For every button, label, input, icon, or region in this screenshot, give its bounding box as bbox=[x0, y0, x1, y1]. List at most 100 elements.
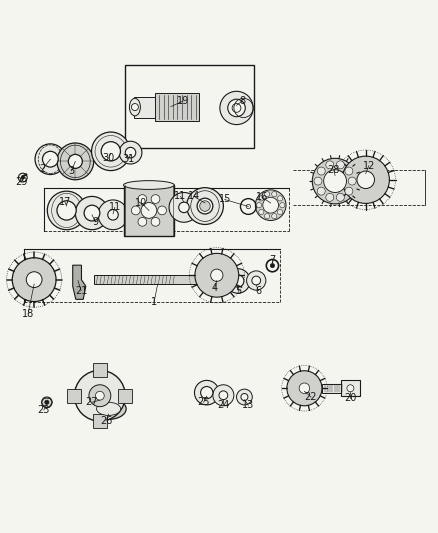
Circle shape bbox=[259, 196, 264, 201]
Bar bbox=[124, 185, 174, 236]
Circle shape bbox=[42, 151, 58, 167]
Bar bbox=[93, 364, 107, 377]
Text: 15: 15 bbox=[219, 195, 231, 205]
Circle shape bbox=[317, 187, 325, 195]
Circle shape bbox=[237, 389, 252, 405]
Text: 8: 8 bbox=[239, 96, 245, 106]
Circle shape bbox=[213, 385, 234, 406]
Text: 14: 14 bbox=[188, 191, 200, 201]
Circle shape bbox=[21, 176, 25, 179]
Circle shape bbox=[42, 397, 52, 408]
Circle shape bbox=[345, 187, 353, 195]
Text: 24: 24 bbox=[217, 400, 230, 410]
Text: 9: 9 bbox=[92, 217, 99, 227]
Text: 31: 31 bbox=[122, 154, 134, 164]
Circle shape bbox=[336, 193, 344, 201]
Text: 26: 26 bbox=[100, 416, 112, 426]
Circle shape bbox=[92, 132, 130, 171]
Bar bbox=[67, 389, 81, 403]
Circle shape bbox=[195, 253, 239, 297]
Circle shape bbox=[232, 103, 241, 112]
Circle shape bbox=[179, 202, 189, 213]
Polygon shape bbox=[73, 265, 86, 300]
Circle shape bbox=[357, 171, 374, 189]
Circle shape bbox=[201, 386, 213, 399]
Circle shape bbox=[101, 142, 120, 161]
Text: 5: 5 bbox=[235, 286, 241, 296]
Text: 2: 2 bbox=[39, 164, 46, 174]
Text: 16: 16 bbox=[256, 192, 268, 203]
Circle shape bbox=[200, 201, 210, 211]
Circle shape bbox=[151, 195, 160, 204]
Circle shape bbox=[314, 177, 322, 185]
Circle shape bbox=[95, 391, 104, 400]
Circle shape bbox=[348, 177, 356, 185]
Circle shape bbox=[169, 192, 199, 222]
Circle shape bbox=[272, 214, 277, 219]
Text: 23: 23 bbox=[38, 405, 50, 415]
Circle shape bbox=[265, 214, 270, 219]
Text: 18: 18 bbox=[22, 309, 34, 319]
Circle shape bbox=[241, 393, 248, 400]
Circle shape bbox=[131, 206, 140, 215]
Circle shape bbox=[84, 205, 100, 221]
Circle shape bbox=[57, 201, 76, 220]
Bar bbox=[155, 93, 199, 120]
Circle shape bbox=[265, 191, 270, 197]
Ellipse shape bbox=[124, 181, 174, 189]
Circle shape bbox=[342, 156, 389, 204]
Text: 12: 12 bbox=[363, 161, 375, 171]
Circle shape bbox=[68, 155, 82, 168]
Circle shape bbox=[89, 385, 111, 407]
Bar bbox=[322, 384, 346, 393]
Text: 1: 1 bbox=[151, 296, 157, 306]
Circle shape bbox=[317, 167, 325, 175]
Circle shape bbox=[246, 204, 251, 209]
Circle shape bbox=[47, 191, 86, 230]
Circle shape bbox=[74, 370, 125, 421]
Ellipse shape bbox=[96, 402, 120, 415]
Circle shape bbox=[187, 188, 223, 224]
Bar bbox=[247, 275, 256, 284]
Circle shape bbox=[57, 143, 94, 180]
Bar bbox=[341, 381, 360, 396]
Circle shape bbox=[75, 197, 109, 230]
Circle shape bbox=[35, 144, 66, 174]
Circle shape bbox=[345, 167, 353, 175]
Text: 20: 20 bbox=[344, 393, 357, 403]
Circle shape bbox=[277, 196, 283, 201]
Circle shape bbox=[98, 200, 128, 230]
Circle shape bbox=[270, 263, 275, 268]
Circle shape bbox=[277, 209, 283, 215]
Text: 6: 6 bbox=[255, 286, 261, 296]
Text: 27: 27 bbox=[86, 397, 98, 407]
Bar bbox=[93, 414, 107, 428]
Bar bbox=[134, 96, 160, 118]
Text: 4: 4 bbox=[212, 284, 218, 293]
Text: 19: 19 bbox=[177, 96, 189, 106]
Bar bbox=[94, 275, 254, 284]
Text: 11: 11 bbox=[109, 203, 121, 212]
Bar bbox=[118, 389, 132, 403]
Text: 3: 3 bbox=[68, 166, 74, 176]
Ellipse shape bbox=[130, 98, 140, 116]
Text: 28: 28 bbox=[328, 165, 340, 175]
Circle shape bbox=[45, 400, 49, 405]
Circle shape bbox=[211, 269, 223, 281]
Circle shape bbox=[194, 381, 219, 405]
Circle shape bbox=[220, 91, 253, 125]
Circle shape bbox=[219, 391, 228, 400]
Circle shape bbox=[119, 141, 142, 164]
Circle shape bbox=[252, 276, 261, 285]
Circle shape bbox=[232, 275, 244, 287]
Circle shape bbox=[326, 161, 334, 169]
Circle shape bbox=[125, 147, 136, 158]
Text: 29: 29 bbox=[15, 177, 27, 188]
Text: 10: 10 bbox=[135, 198, 148, 208]
Bar bbox=[230, 273, 247, 287]
Circle shape bbox=[280, 203, 285, 208]
Circle shape bbox=[299, 383, 310, 393]
Text: 22: 22 bbox=[305, 392, 317, 402]
Text: 21: 21 bbox=[75, 286, 87, 296]
Circle shape bbox=[138, 217, 147, 226]
